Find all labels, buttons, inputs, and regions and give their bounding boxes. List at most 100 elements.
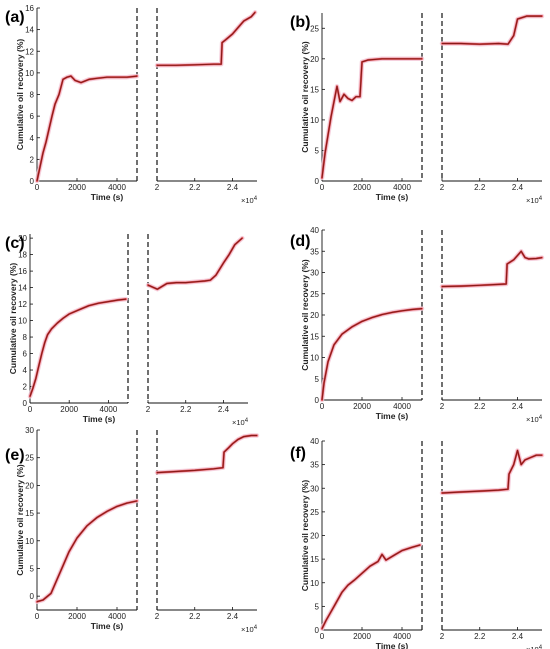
x-tick-label: 2.2 bbox=[474, 183, 486, 192]
series-band-left bbox=[320, 57, 424, 179]
series-band-left bbox=[35, 74, 139, 183]
x-multiplier-label: ×104 bbox=[526, 415, 543, 424]
y-tick-label: 15 bbox=[310, 332, 319, 341]
series-halo-right bbox=[439, 249, 545, 289]
y-tick-label: 8 bbox=[30, 91, 35, 100]
series-line-right bbox=[441, 449, 542, 494]
y-tick-label: 2 bbox=[30, 155, 35, 164]
y-tick-label: 0 bbox=[315, 177, 320, 186]
x-tick-label: 2.2 bbox=[189, 183, 201, 192]
series-band-right bbox=[155, 11, 257, 67]
panel-b: 0 5 10 15 20 25 0 2000 4000 2 2.2 2.4 Time (s) Cumula… bbox=[290, 13, 545, 205]
y-tick-label: 15 bbox=[310, 85, 319, 94]
y-tick-label: 0 bbox=[30, 177, 35, 186]
panel-label: (c) bbox=[5, 235, 25, 252]
series-line-left bbox=[29, 298, 127, 397]
y-tick-label: 35 bbox=[310, 461, 319, 470]
x-multiplier-exponent: 4 bbox=[245, 418, 249, 424]
x-multiplier-label: ×104 bbox=[526, 196, 543, 205]
x-tick-label: 2.2 bbox=[474, 632, 486, 641]
x-tick-label: 0 bbox=[28, 405, 33, 414]
series-line-right bbox=[157, 11, 256, 66]
y-tick-label: 25 bbox=[310, 290, 319, 299]
y-tick-label: 12 bbox=[18, 300, 27, 309]
panel-f: 0 5 10 15 20 25 30 35 40 0 2000 4000 2 2.2 2.4 Time (s)… bbox=[290, 437, 545, 649]
series-band-left bbox=[320, 307, 424, 402]
x-multiplier-exponent: 4 bbox=[539, 415, 543, 421]
x-tick-label: 2.4 bbox=[227, 183, 239, 192]
x-tick-label: 0 bbox=[35, 612, 40, 621]
y-tick-label: 10 bbox=[310, 579, 319, 588]
x-tick-label: 2 bbox=[155, 612, 160, 621]
series-halo-left bbox=[34, 498, 140, 604]
x-tick-label: 2.2 bbox=[474, 402, 486, 411]
x-tick-label: 2000 bbox=[68, 183, 86, 192]
x-multiplier-exponent: 4 bbox=[254, 196, 258, 202]
y-tick-label: 10 bbox=[310, 354, 319, 363]
x-tick-label: 0 bbox=[35, 183, 40, 192]
x-tick-label: 2 bbox=[440, 402, 445, 411]
y-tick-label: 16 bbox=[25, 4, 34, 13]
y-tick-label: 14 bbox=[18, 284, 27, 293]
panel-label: (f) bbox=[290, 445, 306, 462]
x-axis-label: Time (s) bbox=[376, 411, 409, 421]
x-tick-label: 4000 bbox=[393, 402, 411, 411]
panel-d: 0 5 10 15 20 25 30 35 40 0 2000 4000 2 2.2 2.4 Time (s)… bbox=[290, 226, 545, 424]
y-tick-label: 25 bbox=[25, 454, 34, 463]
x-tick-label: 0 bbox=[320, 632, 325, 641]
y-tick-label: 0 bbox=[315, 626, 320, 635]
series-halo-right bbox=[154, 433, 260, 475]
x-tick-label: 4000 bbox=[393, 183, 411, 192]
y-tick-label: 18 bbox=[18, 251, 27, 260]
y-tick-label: 15 bbox=[310, 555, 319, 564]
y-tick-label: 20 bbox=[18, 234, 27, 243]
x-multiplier-exponent: 4 bbox=[254, 625, 258, 631]
y-tick-label: 14 bbox=[25, 26, 34, 35]
series-halo-left bbox=[319, 56, 425, 181]
y-tick-label: 35 bbox=[310, 247, 319, 256]
x-tick-label: 4000 bbox=[108, 612, 126, 621]
x-tick-label: 2.4 bbox=[227, 612, 239, 621]
x-tick-label: 2.4 bbox=[512, 183, 524, 192]
series-line-left bbox=[321, 308, 423, 401]
y-tick-label: 15 bbox=[25, 509, 34, 518]
x-multiplier-label: ×104 bbox=[232, 418, 249, 427]
y-tick-label: 20 bbox=[310, 55, 319, 64]
x-tick-label: 2.4 bbox=[218, 405, 230, 414]
x-tick-label: 2.2 bbox=[180, 405, 192, 414]
y-tick-label: 25 bbox=[310, 24, 319, 33]
y-axis-label: Cumulative oil recovery (%) bbox=[300, 41, 310, 153]
y-tick-label: 0 bbox=[315, 396, 320, 405]
y-axis-label: Cumulative oil recovery (%) bbox=[8, 263, 18, 375]
panel-label: (d) bbox=[290, 233, 310, 250]
series-line-right bbox=[156, 434, 257, 474]
series-halo-left bbox=[319, 542, 423, 631]
panel-c: 0 2 4 6 8 10 12 14 16 18 20 0 2000 4000 2 2.2 2.4 Time (s… bbox=[5, 234, 249, 427]
x-multiplier-label: ×104 bbox=[241, 196, 258, 205]
y-tick-label: 10 bbox=[25, 69, 34, 78]
series-halo-right bbox=[439, 448, 545, 496]
series-band-left bbox=[28, 298, 128, 398]
x-tick-label: 0 bbox=[320, 402, 325, 411]
y-tick-label: 30 bbox=[310, 484, 319, 493]
panel-a: 0 2 4 6 8 10 12 14 16 0 2000 4000 2 2.2 2.4 Time (s) Cum… bbox=[5, 4, 258, 205]
series-halo-left bbox=[319, 306, 425, 403]
x-tick-label: 2000 bbox=[60, 405, 78, 414]
x-tick-label: 2.4 bbox=[512, 632, 524, 641]
x-tick-label: 0 bbox=[320, 183, 325, 192]
x-tick-label: 2.2 bbox=[189, 612, 201, 621]
y-axis-label: Cumulative oil recovery (%) bbox=[300, 259, 310, 371]
x-tick-label: 2.4 bbox=[512, 402, 524, 411]
x-tick-label: 2 bbox=[155, 183, 160, 192]
y-tick-label: 40 bbox=[310, 226, 319, 235]
series-line-left bbox=[36, 75, 138, 182]
y-tick-label: 5 bbox=[315, 602, 320, 611]
y-tick-label: 5 bbox=[315, 375, 320, 384]
y-tick-label: 6 bbox=[23, 350, 28, 359]
series-band-right bbox=[155, 434, 259, 474]
y-axis-label: Cumulative oil recovery (%) bbox=[15, 464, 25, 576]
x-tick-label: 2000 bbox=[68, 612, 86, 621]
x-tick-label: 2000 bbox=[353, 402, 371, 411]
panel-e: 0 5 10 15 20 25 30 0 2000 4000 2 2.2 2.4 Time (s) Cumu… bbox=[5, 426, 260, 634]
